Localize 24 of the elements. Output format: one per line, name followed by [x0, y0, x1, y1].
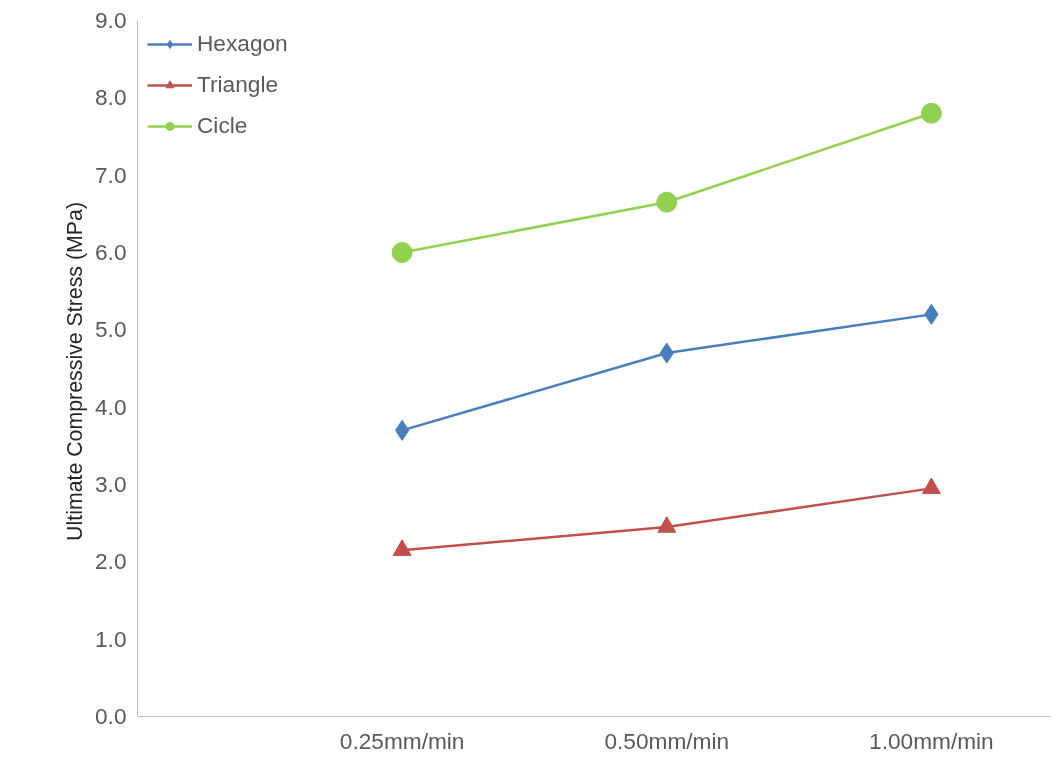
point: [921, 477, 941, 495]
y-tick-label: 7.0: [95, 161, 127, 188]
point: [656, 191, 678, 213]
y-tick-label: 1.0: [95, 625, 127, 652]
point: [391, 242, 413, 263]
y-tick-label: 4.0: [95, 393, 127, 420]
x-tick-label: 0.25mm/min: [339, 727, 465, 754]
y-tick-label: 8.0: [95, 84, 127, 111]
legend-label: Hexagon: [197, 30, 288, 57]
legend-label: Cicle: [197, 112, 248, 139]
y-tick-label: 3.0: [95, 471, 127, 497]
x-tick-label: 1.00mm/min: [869, 727, 994, 754]
legend-label: Triangle: [197, 71, 279, 98]
point: [920, 102, 942, 124]
y-tick-label: 0.0: [95, 703, 127, 729]
y-tick-label: 2.0: [95, 548, 127, 575]
x-tick-label: 0.50mm/min: [604, 727, 730, 754]
y-tick-label: 5.0: [95, 316, 127, 343]
point: [657, 516, 677, 533]
y-axis-title: Ultimate Compressive Stress (MPa): [63, 201, 87, 541]
point: [394, 419, 410, 441]
point: [392, 539, 412, 556]
y-tick-label: 9.0: [95, 7, 127, 33]
y-tick-label: 6.0: [95, 239, 127, 265]
